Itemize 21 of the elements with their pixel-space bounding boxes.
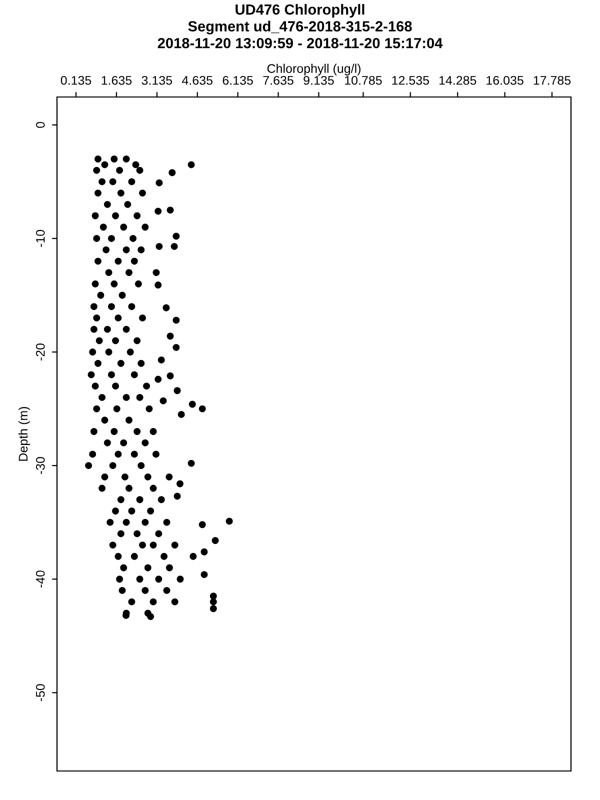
x-tick-label: 9.135 (304, 76, 334, 85)
chart-title: UD476 Chlorophyll Segment ud_476-2018-315-2-168 2018-11-20 13:09:59 - 2018-11-20 15:17:04 (158, 4, 443, 48)
y-axis-title: Depth (m) (18, 406, 30, 461)
x-tick-label: 6.135 (222, 76, 253, 85)
x-tick-label: 17.785 (534, 76, 571, 85)
x-tick-label: 12.535 (392, 76, 430, 85)
x-tick-label: 14.285 (439, 76, 476, 85)
x-tick-label: 16.035 (486, 76, 524, 85)
y-tick-label: -50 (36, 684, 45, 702)
y-tick-label: -10 (36, 230, 45, 247)
x-tick-label: 1.635 (102, 76, 132, 85)
y-tick-label: -30 (36, 457, 45, 474)
x-axis-title: Chlorophyll (ug/l) (267, 64, 360, 76)
x-tick-label: 3.135 (142, 76, 172, 85)
x-tick-label: 7.635 (263, 76, 294, 85)
y-tick-label: 0 (36, 122, 45, 128)
y-tick-label: -40 (36, 570, 45, 588)
x-tick-label: 0.135 (60, 76, 92, 85)
x-tick-label: 4.635 (182, 76, 212, 85)
y-tick-label: -20 (36, 343, 45, 360)
x-tick-label: 10.785 (345, 76, 382, 85)
